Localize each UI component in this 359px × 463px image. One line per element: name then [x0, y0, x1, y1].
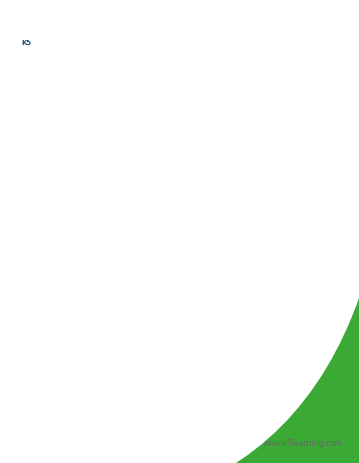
Text: = 67.2: = 67.2 — [90, 208, 129, 219]
Text: = 0.046: = 0.046 — [253, 356, 298, 366]
Text: Grade 5 Decimals Worksheet: Grade 5 Decimals Worksheet — [16, 82, 158, 92]
Text: ÷ 100 = 6.26: ÷ 100 = 6.26 — [228, 172, 301, 181]
Text: 5): 5) — [20, 200, 28, 208]
Text: 2): 2) — [188, 126, 196, 135]
Text: = 4.22: = 4.22 — [258, 135, 297, 144]
Text: = 9.72: = 9.72 — [90, 356, 129, 366]
Text: 6): 6) — [188, 200, 196, 208]
Text: ÷ 10 = 30.3: ÷ 10 = 30.3 — [228, 245, 295, 256]
Text: 7): 7) — [20, 237, 28, 245]
Text: = 0.826: = 0.826 — [258, 282, 303, 292]
Text: = 89.8: = 89.8 — [258, 208, 297, 219]
Text: = 6.2: = 6.2 — [85, 319, 117, 329]
Text: = 0.084: = 0.084 — [85, 393, 130, 403]
Text: 10): 10) — [188, 274, 201, 282]
Text: Learning: Learning — [28, 33, 76, 43]
Text: 1): 1) — [20, 126, 28, 135]
Text: ÷ 100 = 4.58: ÷ 100 = 4.58 — [60, 135, 134, 144]
Text: 11): 11) — [20, 310, 33, 319]
Text: ÷ 100 = 3.55: ÷ 100 = 3.55 — [228, 319, 301, 329]
Text: www.k5learning.com: www.k5learning.com — [263, 438, 343, 448]
Text: ÷ 100 = 1.42: ÷ 100 = 1.42 — [228, 393, 301, 403]
Text: 8): 8) — [188, 237, 196, 245]
Text: 972 ÷: 972 ÷ — [32, 356, 67, 366]
Text: 672 ÷: 672 ÷ — [32, 208, 67, 219]
Text: 62 ÷: 62 ÷ — [32, 319, 61, 329]
Text: 637 ÷: 637 ÷ — [32, 172, 67, 181]
Text: ÷ 1000 = 0.372: ÷ 1000 = 0.372 — [60, 245, 146, 256]
Text: ÷ 1000 = 0.431: ÷ 1000 = 0.431 — [60, 282, 146, 292]
Text: 46 ÷: 46 ÷ — [200, 356, 228, 366]
Text: 12): 12) — [188, 310, 200, 319]
Text: Find the missing numbers:: Find the missing numbers: — [16, 101, 128, 110]
Text: 15): 15) — [20, 384, 33, 393]
Text: 84 ÷: 84 ÷ — [32, 393, 61, 403]
Text: Dividing by 10, 100, & 1000 (missing numbers): Dividing by 10, 100, & 1000 (missing num… — [16, 65, 359, 78]
Text: 13): 13) — [20, 347, 33, 356]
Text: 14): 14) — [188, 347, 201, 356]
Text: 9): 9) — [20, 274, 28, 282]
Text: K5: K5 — [21, 40, 31, 46]
Text: 4): 4) — [188, 163, 196, 172]
Text: 898 ÷: 898 ÷ — [200, 208, 235, 219]
Text: 826 ÷: 826 ÷ — [200, 282, 235, 292]
Text: 16): 16) — [188, 384, 201, 393]
Text: 3): 3) — [20, 163, 28, 172]
Text: 422 ÷: 422 ÷ — [200, 135, 235, 144]
Text: Online reading & math for K-5: Online reading & math for K-5 — [16, 438, 131, 448]
Text: = 6.37: = 6.37 — [90, 172, 129, 181]
